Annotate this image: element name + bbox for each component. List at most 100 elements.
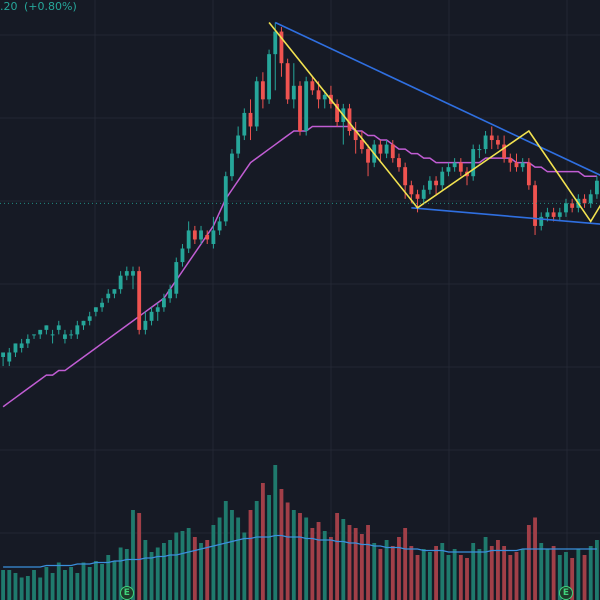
candle-body — [434, 180, 438, 186]
candle — [434, 176, 438, 195]
candle — [44, 325, 49, 335]
candle — [285, 58, 290, 104]
candle-body — [291, 85, 296, 100]
candle-body — [199, 230, 203, 240]
volume-bar — [458, 555, 463, 600]
candle-body — [588, 194, 593, 204]
candle — [291, 63, 296, 109]
candle-body — [514, 162, 519, 168]
candle-body — [502, 144, 507, 159]
candle-body — [75, 325, 80, 335]
price-change-value: .20 — [0, 0, 18, 13]
candle — [539, 212, 544, 231]
volume-bar — [347, 525, 352, 600]
volume-bar — [378, 549, 383, 600]
candle-body — [124, 271, 129, 276]
volume-bar — [273, 465, 278, 600]
candle — [465, 167, 469, 186]
candle-body — [137, 271, 142, 330]
candle-body — [489, 135, 494, 141]
candle — [143, 311, 148, 335]
candle-body — [211, 230, 216, 244]
candle-body — [180, 248, 185, 263]
candle — [242, 108, 247, 141]
candle — [347, 103, 352, 136]
volume-bar — [403, 528, 408, 600]
volume-bar — [427, 552, 432, 600]
candle-body — [93, 307, 98, 312]
volume-bar — [304, 517, 309, 600]
volume-bar — [168, 540, 173, 600]
candle — [514, 153, 519, 172]
volume-bar — [199, 543, 203, 600]
candle — [180, 244, 185, 267]
candle-body — [378, 144, 383, 154]
volume-bar — [526, 525, 531, 600]
trendlines[interactable] — [274, 21, 600, 226]
candle — [533, 180, 537, 235]
volume-average-path — [3, 534, 597, 568]
volume-bar — [56, 562, 61, 600]
candle-body — [446, 167, 451, 172]
volume-bar — [477, 549, 482, 600]
candle-body — [106, 293, 111, 299]
volume-bar — [223, 501, 228, 600]
candle-body — [155, 307, 160, 312]
earnings-badge[interactable]: E — [558, 586, 573, 600]
candle — [526, 158, 531, 190]
volume-bar — [137, 513, 142, 600]
volume-bar — [366, 525, 370, 600]
volume-bar — [502, 546, 507, 600]
trendline — [274, 21, 600, 176]
candle-body — [100, 302, 104, 308]
volume-bars — [1, 465, 599, 600]
candle-body — [143, 320, 148, 330]
candle — [50, 329, 55, 344]
moving-average-line — [2, 125, 597, 408]
volume-bar — [131, 510, 135, 600]
zigzag-pattern[interactable] — [268, 22, 600, 223]
volume-bar — [310, 528, 315, 600]
candle — [359, 131, 364, 154]
candle — [564, 198, 568, 217]
candle — [81, 320, 86, 330]
volume-bar — [489, 546, 494, 600]
candle-body — [7, 352, 12, 362]
volume-bar — [390, 546, 395, 600]
candle-body — [353, 131, 358, 141]
candle-body — [279, 31, 284, 64]
volume-bar — [372, 543, 377, 600]
volume-bar — [87, 567, 92, 600]
volume-bar — [539, 543, 544, 600]
volume-bar — [434, 546, 438, 600]
volume-bar — [415, 555, 420, 600]
candle — [174, 257, 179, 299]
volume-bar — [100, 564, 104, 600]
candle-body — [273, 31, 278, 55]
candle — [100, 298, 104, 312]
candle — [205, 230, 210, 244]
candle — [93, 307, 98, 317]
volume-bar — [508, 555, 513, 600]
candle — [149, 307, 154, 326]
candle — [38, 329, 43, 339]
candle — [273, 22, 278, 91]
candle-body — [570, 203, 575, 208]
candle — [236, 126, 241, 159]
earnings-badge[interactable]: E — [119, 586, 134, 600]
volume-bar — [93, 561, 98, 600]
volume-bar — [242, 532, 247, 600]
candle — [124, 266, 129, 281]
candle — [131, 266, 135, 290]
candle-body — [427, 180, 432, 190]
candle — [551, 207, 556, 222]
volume-bar — [50, 573, 55, 600]
candle-body — [508, 158, 513, 163]
candle — [162, 293, 166, 312]
candle-body — [322, 94, 327, 100]
candlesticks[interactable] — [1, 22, 599, 367]
candle-body — [483, 135, 488, 150]
volume-bar — [409, 546, 414, 600]
candle-body — [242, 112, 247, 136]
